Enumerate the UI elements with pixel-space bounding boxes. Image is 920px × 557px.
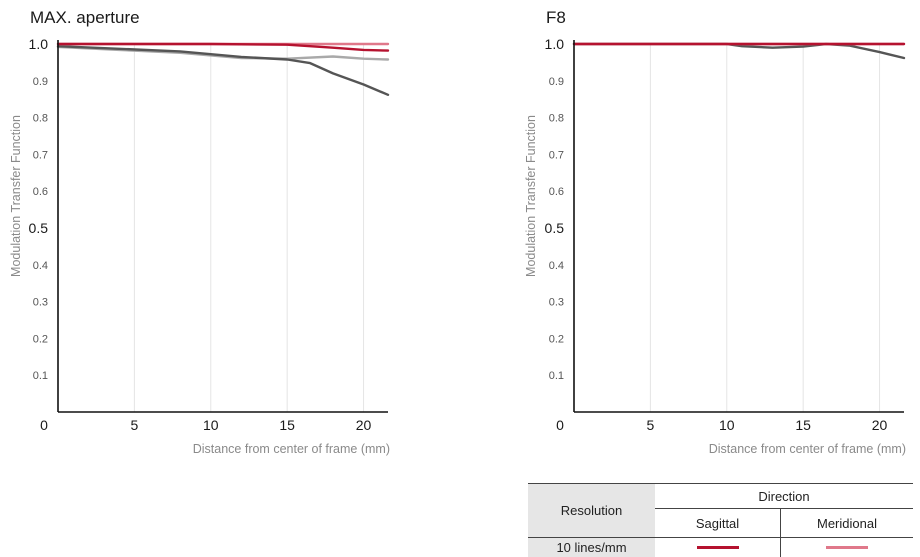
chart-2-y-tick-label: 0.6 [549,186,564,198]
chart-2-x-tick-label: 0 [556,417,564,433]
legend-sagittal-swatch-cell [655,537,781,557]
chart-2-x-tick-label: 20 [872,417,888,433]
legend-row-label: 10 lines/mm [528,537,655,557]
legend-meridional-swatch-cell [781,537,913,557]
chart-2-y-axis-label: Modulation Transfer Function [524,115,538,277]
chart-1-title: MAX. aperture [30,8,140,27]
chart-1-y-tick-label: 0.5 [29,220,49,236]
chart-1-y-tick-label: 0.2 [33,333,48,345]
chart-2-x-axis-label: Distance from center of frame (mm) [709,442,906,456]
legend-direction-header: Direction [655,484,913,509]
chart-2-series-3-line [572,42,906,60]
chart-1-y-tick-label: 0.4 [33,260,48,272]
chart-2-y-tick-label: 0.7 [549,149,564,161]
chart-1-y-axis-label: Modulation Transfer Function [9,115,23,277]
chart-1-x-tick-label: 10 [203,417,219,433]
chart-1-x-tick-label: 5 [130,417,138,433]
chart-1-y-tick-label: 1.0 [29,36,49,52]
chart-2-y-tick-label: 0.8 [549,113,564,125]
chart-1-x-axis-label: Distance from center of frame (mm) [193,442,390,456]
legend-meridional-swatch [826,546,868,549]
chart-2-title: F8 [546,8,566,27]
chart-1-series-1-line [56,42,390,52]
legend-sagittal-header: Sagittal [655,509,781,537]
chart-1-x-tick-label: 20 [356,417,372,433]
chart-2-y-tick-label: 0.3 [549,297,564,309]
chart-1-y-tick-label: 0.3 [33,297,48,309]
chart-2-x-tick-label: 10 [719,417,735,433]
chart-2-y-tick-label: 1.0 [545,36,565,52]
legend-resolution-header: Resolution [528,484,655,537]
chart-1-y-tick-label: 0.8 [33,113,48,125]
legend-table: Resolution Direction Sagittal Meridional… [528,483,913,557]
chart-1-y-tick-label: 0.6 [33,186,48,198]
legend-sagittal-swatch [696,546,739,549]
chart-2-y-tick-label: 0.9 [549,76,564,88]
chart-2-y-tick-label: 0.4 [549,260,564,272]
chart-1-series-3-line [56,45,390,96]
chart-1-x-tick-label: 0 [40,417,48,433]
legend-meridional-header: Meridional [817,515,877,531]
chart-1-y-tick-label: 0.1 [33,370,48,382]
mtf-charts: MAX. aperture 1.0 0.9 0.8 0.7 0.6 0.5 0.4 0.3 0.2… [9,8,906,456]
chart-2-y-tick-label: 0.2 [549,333,564,345]
chart-2-x-tick-label: 15 [795,417,811,433]
chart-1-y-tick-label: 0.7 [33,149,48,161]
chart-1-x-tick-label: 15 [279,417,295,433]
chart-2-y-tick-label: 0.5 [545,220,565,236]
chart-2-x-tick-label: 5 [646,417,654,433]
chart-1-y-tick-label: 0.9 [33,76,48,88]
chart-2-y-tick-label: 0.1 [549,370,564,382]
